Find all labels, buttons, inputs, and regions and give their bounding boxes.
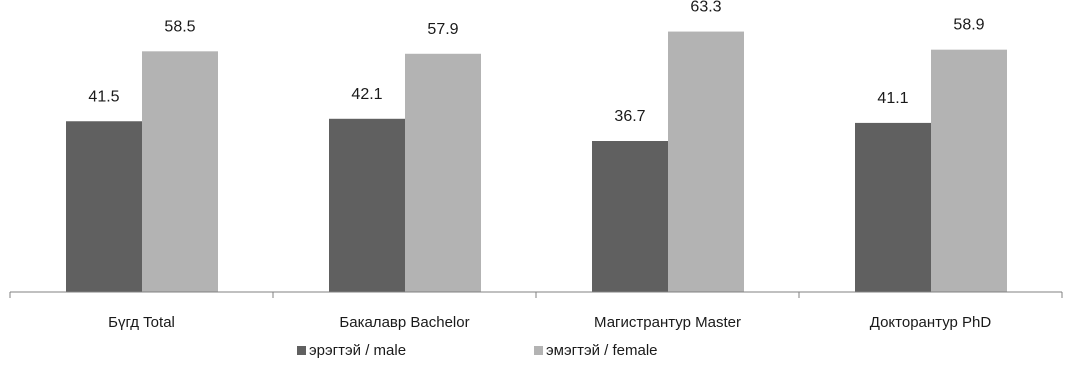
legend-item-female: эмэгтэй / female <box>534 342 658 359</box>
bar-chart: 41.5 58.5 42.1 57.9 36.7 63.3 41.1 58.9 Бүгд To… <box>9 0 1063 331</box>
bar-female <box>405 53 481 293</box>
data-label: 41.1 <box>877 90 908 107</box>
data-label: 58.9 <box>953 17 984 34</box>
legend-label-male: эрэгтэй / male <box>309 342 407 359</box>
category-labels-layer: Бүгд Total Бакалавр Bachelor Магистрантур … <box>108 314 991 331</box>
data-label: 41.5 <box>88 88 119 105</box>
bar-male <box>329 118 405 292</box>
data-label: 42.1 <box>351 86 382 103</box>
data-label: 36.7 <box>614 108 645 125</box>
data-labels-layer: 41.5 58.5 42.1 57.9 36.7 63.3 41.1 58.9 <box>88 0 984 125</box>
category-label: Бүгд Total <box>108 314 175 331</box>
bar-female <box>668 31 744 293</box>
legend-swatch-male <box>297 346 306 355</box>
category-label: Докторантур PhD <box>870 314 992 331</box>
legend-item-male: эрэгтэй / male <box>297 342 406 359</box>
bar-female <box>142 51 218 292</box>
data-label: 63.3 <box>690 0 721 16</box>
category-label: Бакалавр Bachelor <box>339 314 469 331</box>
legend-label-female: эмэгтэй / female <box>546 342 658 359</box>
category-label: Магистрантур Master <box>594 314 741 331</box>
bar-male <box>855 122 931 292</box>
legend-swatch-female <box>534 346 543 355</box>
bar-female <box>931 49 1007 292</box>
data-label: 58.5 <box>164 18 195 35</box>
x-ticks-layer <box>9 292 1063 298</box>
bars-layer <box>66 31 1007 293</box>
legend: эрэгтэй / male эмэгтэй / female <box>0 340 1073 364</box>
bar-male <box>66 121 142 292</box>
bar-male <box>592 141 668 292</box>
data-label: 57.9 <box>427 21 458 38</box>
